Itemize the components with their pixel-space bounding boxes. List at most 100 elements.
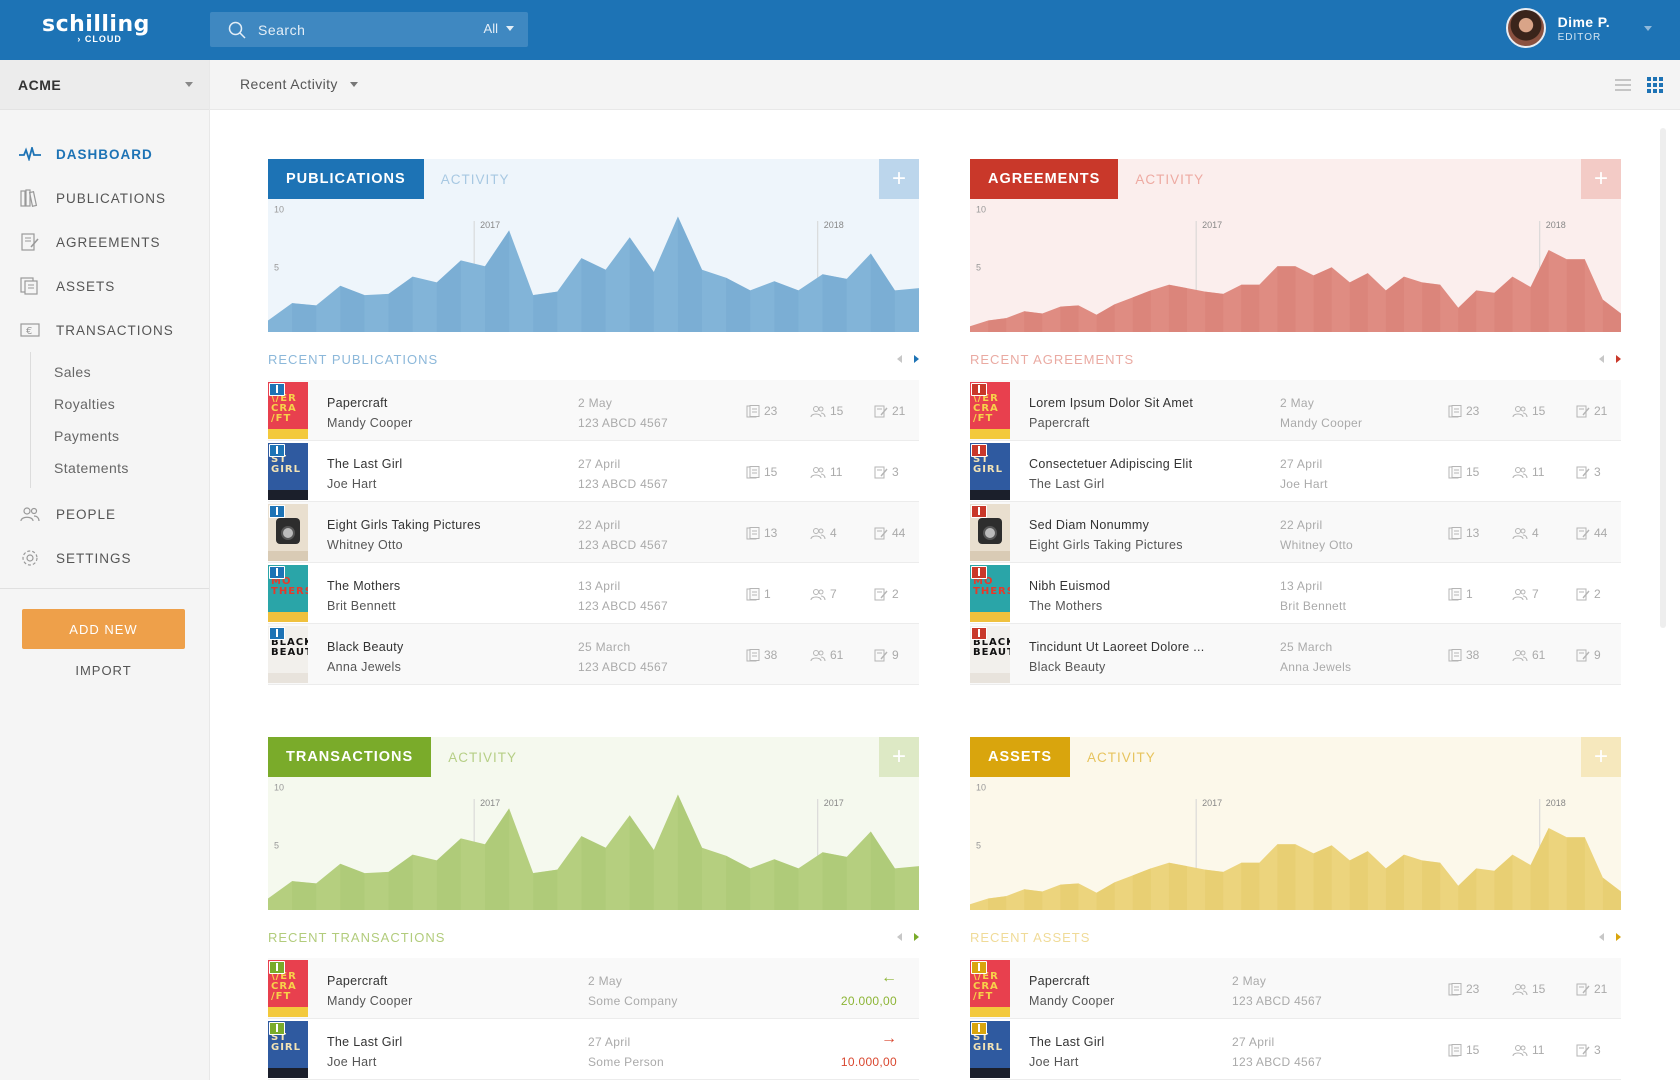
item-stat-value: 1 [1466,587,1473,601]
next-page-icon[interactable] [914,355,919,363]
series-band [292,303,317,332]
logo[interactable]: schilling › CLOUD [42,14,150,45]
series-band [436,838,461,910]
documents-icon [746,404,760,418]
item-stat-value: 61 [1532,648,1546,662]
tab-publications[interactable]: PUBLICATIONS [268,159,424,199]
list-item[interactable]: ST GIRL The Last Girl Joe Hart 27 April 123 … [970,1019,1621,1080]
user-menu[interactable]: Dime P. EDITOR [1505,8,1652,48]
grid-view-icon[interactable] [1646,76,1664,94]
item-subtitle: Brit Bennett [327,599,396,613]
documents-icon [746,526,760,540]
series-band [677,216,702,332]
list-item[interactable]: \/ER CRA /FT Papercraft Mandy Cooper 2 May S… [268,958,919,1019]
people-icon [1512,527,1528,540]
item-stat-value: 23 [764,404,778,418]
list-item[interactable]: Eight Girls Taking Pictures Whitney Otto 2… [268,502,919,563]
item-stat: 38 [746,648,777,662]
series-band [1530,250,1549,332]
list-item[interactable]: MO THERS Nibh Euismod The Mothers 13 April B… [970,563,1621,624]
list-item[interactable]: Sed Diam Nonummy Eight Girls Taking Pictu… [970,502,1621,563]
top-bar: schilling › CLOUD All Dime P. EDITOR [0,0,1680,60]
add-transaction-button[interactable]: + [879,737,919,777]
item-stat-value: 21 [892,404,906,418]
item-code: Whitney Otto [1280,538,1353,552]
subnav-item-royalties[interactable]: Royalties [54,396,116,412]
list-item[interactable]: \/ER CRA /FT Papercraft Mandy Cooper 2 May 1… [970,958,1621,1019]
next-page-icon[interactable] [1616,355,1621,363]
scrollbar[interactable] [1660,128,1666,628]
tab-activity[interactable]: ACTIVITY [440,171,510,187]
book-cover-thumbnail: MO THERS [268,565,308,622]
documents-icon [18,276,42,296]
sidebar-item-assets[interactable]: ASSETS [0,264,209,308]
sidebar-item-people[interactable]: PEOPLE [0,492,209,536]
sidebar-item-agreements[interactable]: AGREEMENTS [0,220,209,264]
search-scope-select[interactable]: All [484,21,514,36]
list-item[interactable]: MO THERS The Mothers Brit Bennett 13 April 1… [268,563,919,624]
view-select[interactable]: Recent Activity [240,76,358,92]
book-cover-title: \/ER CRA /FT [271,971,297,1002]
tab-transactions[interactable]: TRANSACTIONS [268,737,432,777]
chevron-down-icon [185,82,193,87]
org-selector[interactable]: ACME [0,60,209,110]
search-input[interactable] [258,12,448,47]
prev-page-icon[interactable] [897,933,902,941]
tab-activity[interactable]: ACTIVITY [1135,171,1205,187]
tab-activity[interactable]: ACTIVITY [448,749,517,765]
series-band [1385,276,1404,332]
book-cover-title: MO THERS [271,576,308,597]
item-stat-value: 2 [1594,587,1601,601]
next-page-icon[interactable] [1616,933,1621,941]
list-item[interactable]: \/ER CRA /FT Lorem Ipsum Dolor Sit Amet Pa… [970,380,1621,441]
sidebar-item-transactions[interactable]: € TRANSACTIONS [0,308,209,352]
list-item[interactable]: BLACK BEAUTY Black Beauty Anna Jewels 25 Ma… [268,624,919,685]
prev-page-icon[interactable] [1599,355,1604,363]
add-new-button[interactable]: ADD NEW [22,609,185,649]
item-title: Black Beauty [327,640,404,654]
item-date: 13 April [1280,579,1323,593]
subnav-item-statements[interactable]: Statements [54,460,129,476]
add-asset-button[interactable]: + [1581,737,1621,777]
list-item[interactable]: BLACK BEAUTY Tincidunt Ut Laoreet Dolore … [970,624,1621,685]
contract-icon [874,649,888,662]
item-subtitle: Mandy Cooper [1029,994,1115,1008]
item-subtitle: Anna Jewels [327,660,402,674]
sidebar-item-label: PEOPLE [56,506,117,522]
avatar [1505,8,1546,48]
subnav-item-sales[interactable]: Sales [54,364,92,380]
next-page-icon[interactable] [914,933,919,941]
item-stat: 15 [1512,982,1545,996]
add-agreement-button[interactable]: + [1581,159,1621,199]
prev-page-icon[interactable] [897,355,902,363]
prev-page-icon[interactable] [1599,933,1604,941]
series-band [1277,844,1296,910]
import-link[interactable]: IMPORT [75,663,132,678]
list-header: RECENT PUBLICATIONS [268,332,919,380]
tab-agreements[interactable]: AGREEMENTS [970,159,1119,199]
subnav-item-payments[interactable]: Payments [54,428,120,444]
list-view-icon[interactable] [1614,76,1632,94]
contract-icon [1576,466,1590,479]
tab-assets[interactable]: ASSETS [970,737,1071,777]
sidebar-item-settings[interactable]: SETTINGS [0,536,209,580]
year-marker-label: 2017 [824,798,844,808]
chevron-down-icon[interactable] [1644,25,1652,31]
dashboard-main: PUBLICATIONS ACTIVITY + 5 10 2017 2018 RECE… [210,111,1680,1080]
item-title: Lorem Ipsum Dolor Sit Amet [1029,396,1194,410]
people-icon [1512,649,1528,662]
tab-activity[interactable]: ACTIVITY [1087,749,1156,765]
item-amount: 20.000,00 [840,994,897,1008]
add-publication-button[interactable]: + [879,159,919,199]
sidebar-item-publications[interactable]: PUBLICATIONS [0,176,209,220]
item-subtitle: Black Beauty [1029,660,1106,674]
agreements-card: AGREEMENTS ACTIVITY + 5 10 2017 2018 RECENT… [970,159,1621,685]
list-item[interactable]: \/ER CRA /FT Papercraft Mandy Cooper 2 May 1… [268,380,919,441]
series-band [1422,860,1441,910]
list-header: RECENT TRANSACTIONS [268,910,919,958]
list-item[interactable]: ST GIRL The Last Girl Joe Hart 27 April Some… [268,1019,919,1080]
list-item[interactable]: ST GIRL The Last Girl Joe Hart 27 April 123 … [268,441,919,502]
sidebar-item-dashboard[interactable]: DASHBOARD [0,132,209,176]
item-stat-value: 7 [1532,587,1539,601]
list-item[interactable]: ST GIRL Consectetuer Adipiscing Elit The L… [970,441,1621,502]
